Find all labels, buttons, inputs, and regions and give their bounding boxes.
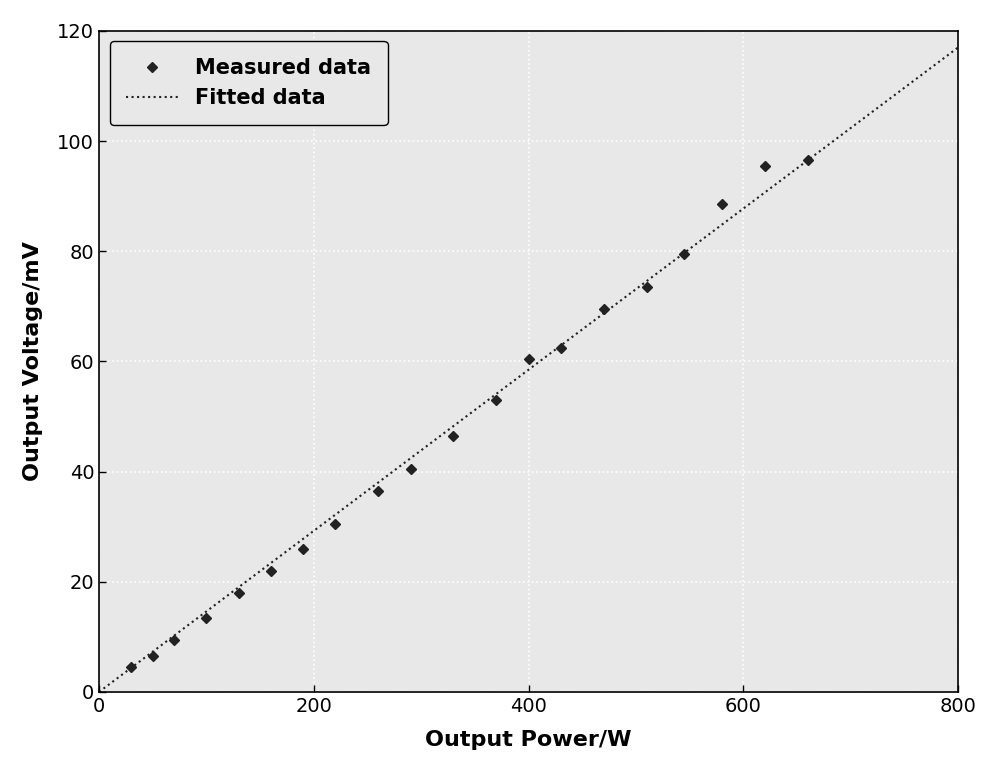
Fitted data [974,26,986,36]
Measured data [678,250,690,259]
Measured data [233,588,245,598]
Measured data [802,155,814,165]
Fitted data [521,366,533,376]
Measured data [759,161,771,170]
Line: Fitted data: Fitted data [99,31,980,692]
Measured data [716,199,728,209]
Measured data [329,519,341,529]
Measured data [297,544,309,553]
Fitted data [138,653,150,662]
Fitted data [93,687,105,696]
Fitted data [948,46,960,55]
Measured data [200,613,212,622]
Measured data [523,354,535,363]
Line: Measured data: Measured data [128,157,811,671]
Measured data [168,635,180,644]
Measured data [490,395,502,404]
Fitted data [786,167,798,176]
Measured data [447,431,459,441]
Measured data [372,486,384,495]
Measured data [405,464,417,473]
Measured data [125,662,137,672]
Measured data [641,282,653,291]
Measured data [147,652,159,661]
Measured data [598,305,610,314]
Legend: Measured data, Fitted data: Measured data, Fitted data [110,41,388,125]
Fitted data [498,383,510,393]
Measured data [265,566,277,575]
Y-axis label: Output Voltage/mV: Output Voltage/mV [23,241,43,482]
Measured data [555,343,567,352]
Fitted data [948,46,960,56]
X-axis label: Output Power/W: Output Power/W [425,730,632,750]
